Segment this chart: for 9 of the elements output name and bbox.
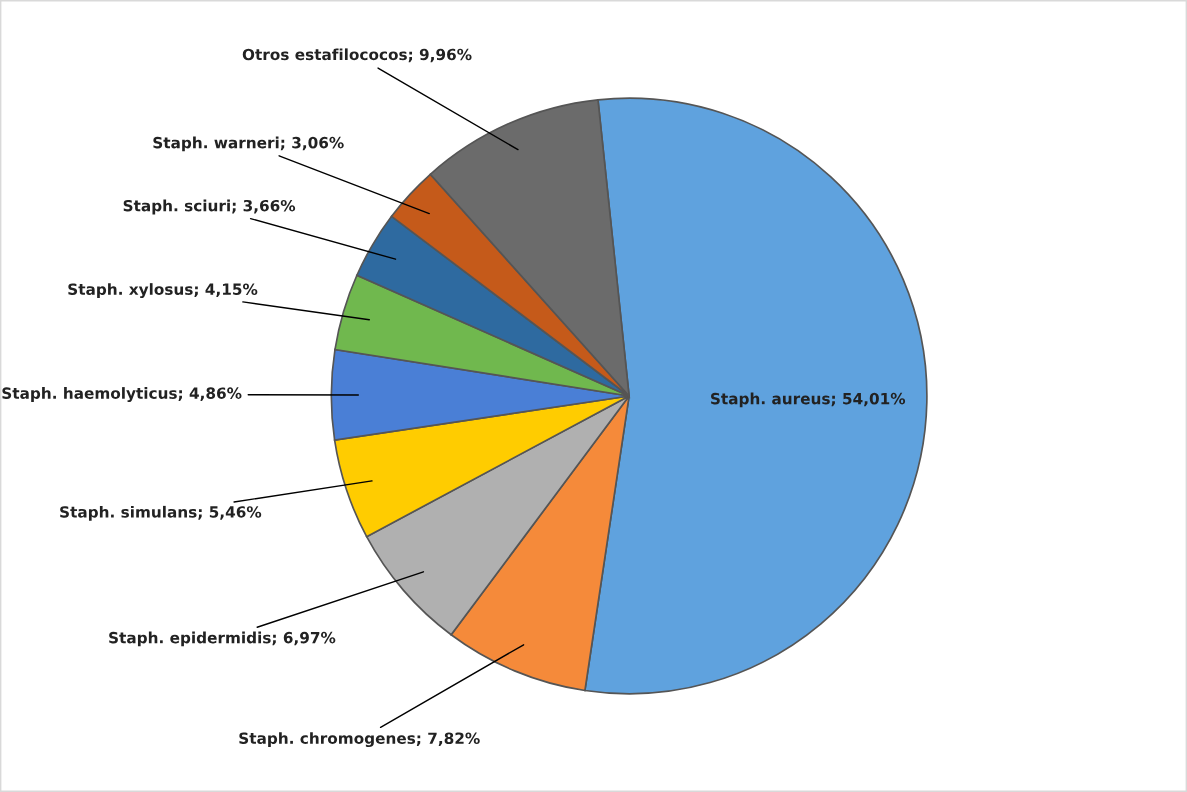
slice-label: Staph. aureus; 54,01% — [711, 392, 906, 408]
slice-label: Staph. xylosus; 4,15% — [68, 283, 258, 299]
slice-label: Staph. chromogenes; 7,82% — [239, 732, 480, 748]
slice-label: Otros estafilococos; 9,96% — [242, 48, 472, 63]
slice-label: Staph. simulans; 5,46% — [60, 505, 262, 521]
slice-label: Staph. warneri; 3,06% — [153, 136, 344, 152]
slice-label: Staph. haemolyticus; 4,86% — [2, 387, 242, 403]
slice-label: Staph. sciuri; 3,66% — [123, 199, 296, 215]
slice-label: Staph. epidermidis; 6,97% — [109, 631, 336, 647]
